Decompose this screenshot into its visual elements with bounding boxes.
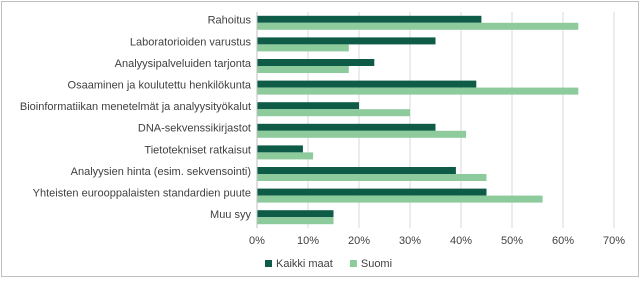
y-tick-label: Yhteisten eurooppalaisten standardien pu… xyxy=(33,188,251,200)
bar xyxy=(257,44,349,52)
bar xyxy=(257,66,349,73)
bar xyxy=(257,195,543,203)
x-tick-label: 20% xyxy=(348,235,370,247)
y-tick-label: DNA-sekvenssikirjastot xyxy=(138,123,251,135)
bar xyxy=(257,210,334,218)
x-tick-label: 40% xyxy=(450,235,472,247)
legend-swatch xyxy=(265,260,272,267)
bar xyxy=(257,217,334,225)
bar xyxy=(257,109,410,117)
bar xyxy=(257,123,436,131)
bar xyxy=(257,80,477,88)
x-tick-label: 60% xyxy=(552,235,574,247)
bar xyxy=(257,174,487,181)
legend-label: Kaikki maat xyxy=(276,258,333,270)
x-tick-label: 50% xyxy=(501,235,523,247)
bar xyxy=(257,130,467,138)
y-tick-label: Muu syy xyxy=(210,209,251,221)
x-tick-label: 0% xyxy=(249,235,265,247)
y-tick-label: Analyysipalveluiden tarjonta xyxy=(115,58,252,70)
y-tick-label: Analyysien hinta (esim. sekvensointi) xyxy=(71,166,251,178)
y-tick-label: Bioinformatiikan menetelmät ja analyysit… xyxy=(20,101,251,113)
legend-swatch xyxy=(349,260,357,267)
bar xyxy=(257,37,436,45)
y-tick-label: Laboratorioiden varustus xyxy=(130,36,252,48)
x-tick-label: 30% xyxy=(399,235,421,247)
y-tick-label: Tietotekniset ratkaisut xyxy=(144,144,251,156)
y-tick-label: Osaaminen ja koulutettu henkilökunta xyxy=(68,80,252,92)
bar xyxy=(257,152,314,160)
bar xyxy=(257,59,375,66)
bar xyxy=(257,145,303,153)
bar xyxy=(257,102,359,110)
x-tick-label: 10% xyxy=(297,235,319,247)
bar xyxy=(257,188,487,196)
bar xyxy=(257,22,579,30)
bar xyxy=(257,15,482,23)
y-tick-label: Rahoitus xyxy=(208,15,252,27)
bar xyxy=(257,87,579,95)
legend-label: Suomi xyxy=(361,258,392,270)
x-tick-label: 70% xyxy=(603,235,625,247)
bar xyxy=(257,167,456,174)
